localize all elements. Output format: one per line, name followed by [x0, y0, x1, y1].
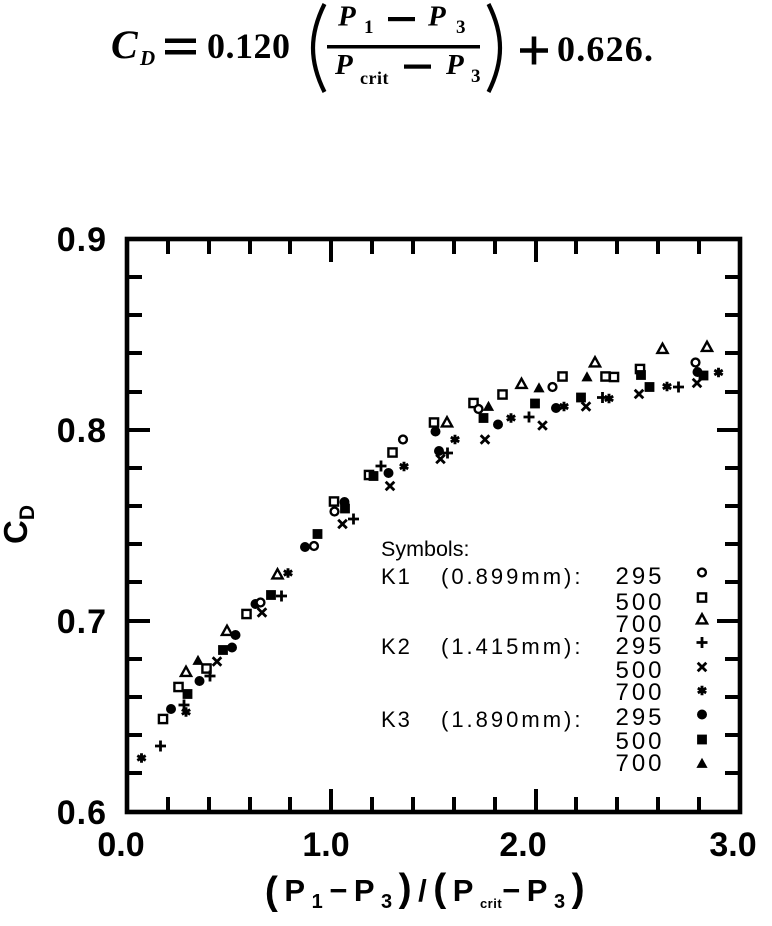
- svg-text:crit: crit: [360, 68, 389, 88]
- svg-text:0.626.: 0.626.: [557, 29, 654, 69]
- svg-text:K1: K1: [381, 564, 412, 589]
- svg-text:3: 3: [456, 17, 466, 38]
- svg-text:2.0: 2.0: [499, 826, 546, 864]
- svg-text:1: 1: [364, 17, 374, 38]
- svg-text:0.7: 0.7: [57, 603, 107, 641]
- svg-text:700: 700: [615, 611, 664, 638]
- svg-text:3: 3: [471, 66, 481, 87]
- svg-text:700: 700: [615, 679, 664, 706]
- svg-text:0.6: 0.6: [57, 794, 107, 832]
- svg-text:295: 295: [615, 704, 664, 731]
- svg-text:P: P: [427, 1, 446, 33]
- svg-text:3.0: 3.0: [709, 826, 756, 864]
- svg-text:P: P: [337, 1, 356, 33]
- svg-text:500: 500: [615, 589, 664, 616]
- svg-text:0.120: 0.120: [207, 26, 291, 66]
- svg-text:C: C: [111, 22, 139, 67]
- svg-text:P: P: [445, 49, 464, 81]
- svg-text:700: 700: [615, 750, 664, 777]
- svg-text:(0.899mm):: (0.899mm):: [441, 564, 583, 589]
- svg-text:K3: K3: [381, 707, 412, 732]
- svg-text:295: 295: [615, 633, 664, 660]
- svg-text:0.0: 0.0: [97, 826, 144, 864]
- svg-text:D: D: [139, 46, 155, 70]
- svg-text:(1.415mm):: (1.415mm):: [441, 634, 583, 659]
- svg-text:1.0: 1.0: [302, 826, 349, 864]
- svg-text:0.9: 0.9: [57, 221, 107, 259]
- svg-text:295: 295: [615, 563, 664, 590]
- svg-text:(1.890mm):: (1.890mm):: [441, 707, 583, 732]
- svg-text:(P1−P3)/(Pcrit−P3): (P1−P3)/(Pcrit−P3): [265, 867, 591, 913]
- svg-text:Symbols:: Symbols:: [381, 537, 469, 561]
- svg-text:K2: K2: [381, 634, 412, 659]
- svg-text:P: P: [334, 49, 353, 81]
- svg-text:500: 500: [615, 657, 664, 684]
- svg-text:500: 500: [615, 728, 664, 755]
- svg-text:0.8: 0.8: [57, 412, 107, 450]
